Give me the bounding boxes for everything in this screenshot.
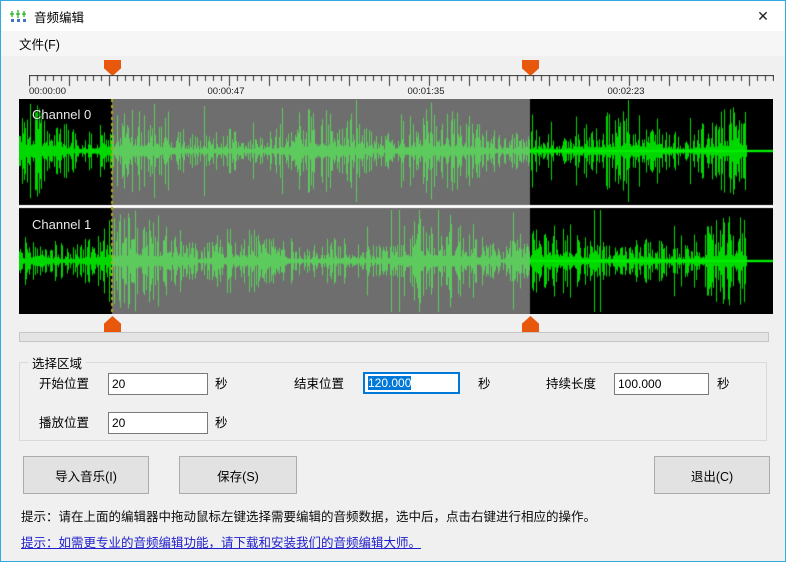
channel-0-label: Channel 0 xyxy=(32,107,92,122)
duration-label: 持续长度 xyxy=(546,377,597,391)
menu-item-file[interactable]: 文件(F) xyxy=(19,38,60,52)
save-button[interactable]: 保存(S) xyxy=(179,456,297,494)
channel-1-label: Channel 1 xyxy=(32,217,92,232)
promo-link[interactable]: 提示：如需更专业的音频编辑功能，请下载和安装我们的音频编辑大师。 xyxy=(21,536,422,550)
selection-groupbox: 选择区域 xyxy=(19,353,767,441)
duration-input[interactable] xyxy=(614,373,709,395)
hint-text: 提示：请在上面的编辑器中拖动鼠标左键选择需要编辑的音频数据，选中后，点击右键进行… xyxy=(21,510,597,524)
duration-unit: 秒 xyxy=(717,377,730,391)
title-bar: 音频编辑 ✕ xyxy=(1,1,785,31)
position-track[interactable] xyxy=(19,332,769,342)
play-position-label: 播放位置 xyxy=(39,416,90,430)
start-position-label: 开始位置 xyxy=(39,377,90,391)
end-position-input[interactable]: 120.000 xyxy=(363,372,460,394)
play-position-input[interactable] xyxy=(108,412,208,434)
app-icon xyxy=(10,9,26,22)
close-button[interactable]: ✕ xyxy=(757,7,769,24)
selection-start-marker-bottom[interactable] xyxy=(104,316,121,332)
end-position-unit: 秒 xyxy=(478,377,491,391)
exit-button[interactable]: 退出(C) xyxy=(654,456,770,494)
timeline-ruler[interactable] xyxy=(29,75,774,87)
import-music-button[interactable]: 导入音乐(I) xyxy=(23,456,149,494)
end-position-label: 结束位置 xyxy=(294,377,345,391)
end-position-selected-text: 120.000 xyxy=(368,376,412,390)
window-title: 音频编辑 xyxy=(34,10,85,25)
ruler-time-label: 00:00:00 xyxy=(29,86,66,97)
menu-bar: 文件(F) xyxy=(1,31,785,56)
selection-end-marker-top[interactable] xyxy=(522,60,539,76)
selection-end-marker-bottom[interactable] xyxy=(522,316,539,332)
start-position-input[interactable] xyxy=(108,373,208,395)
start-position-unit: 秒 xyxy=(215,377,228,391)
selection-groupbox-title: 选择区域 xyxy=(32,357,83,371)
ruler-time-label: 00:00:47 xyxy=(207,86,245,97)
play-position-unit: 秒 xyxy=(215,416,228,430)
waveform-canvas[interactable] xyxy=(19,99,773,314)
selection-start-marker-top[interactable] xyxy=(104,60,121,76)
ruler-time-label: 00:01:35 xyxy=(407,86,445,97)
ruler-time-label: 00:02:23 xyxy=(607,86,645,97)
